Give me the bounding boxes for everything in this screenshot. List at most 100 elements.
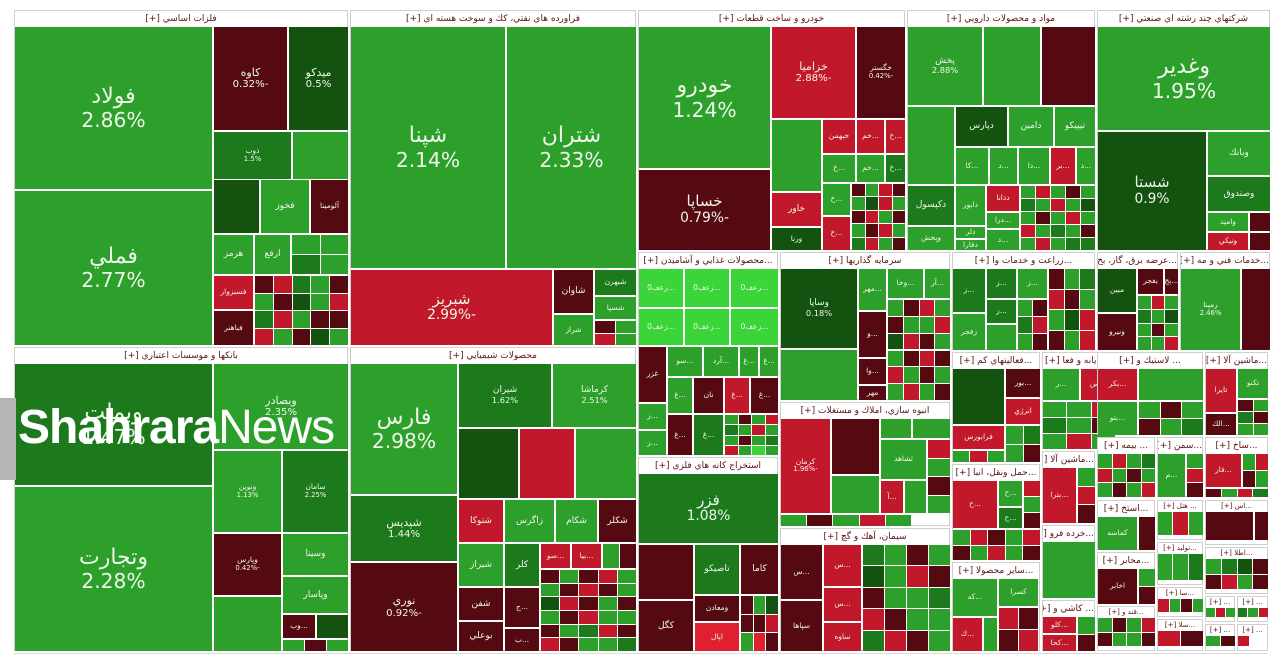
stock-tile[interactable] — [311, 276, 330, 293]
stock-tile[interactable] — [1173, 554, 1188, 580]
stock-tile[interactable] — [576, 429, 636, 498]
stock-tile[interactable] — [595, 321, 615, 333]
stock-tile[interactable]: ونيرو — [1098, 314, 1136, 350]
stock-tile[interactable] — [616, 333, 636, 345]
stock-tile[interactable] — [598, 611, 617, 624]
stock-tile[interactable] — [1018, 317, 1032, 333]
sector-header[interactable]: محصولات شيميايي [+] — [351, 348, 635, 364]
stock-tile[interactable] — [1005, 545, 1023, 560]
stock-tile[interactable] — [765, 435, 778, 445]
stock-tile[interactable]: ...بج — [1165, 269, 1178, 294]
stock-tile[interactable] — [273, 328, 292, 345]
stock-tile[interactable]: ...م — [1158, 454, 1185, 497]
stock-tile[interactable]: ونوين 1.13% — [214, 451, 281, 532]
stock-tile[interactable]: مبين — [1098, 269, 1136, 312]
stock-tile[interactable] — [273, 311, 292, 328]
stock-tile[interactable] — [885, 566, 906, 587]
stock-tile[interactable] — [919, 384, 935, 400]
stock-tile[interactable]: ...س — [781, 545, 822, 599]
stock-tile[interactable]: ...س — [824, 545, 861, 586]
stock-tile[interactable]: وپاسار — [283, 577, 348, 613]
stock-tile[interactable] — [1243, 471, 1255, 487]
stock-tile[interactable] — [598, 624, 617, 638]
stock-tile[interactable]: وغدير 1.95% — [1098, 27, 1270, 130]
stock-tile[interactable] — [988, 545, 1005, 560]
sector-header[interactable]: ... هتل [+] — [1158, 501, 1202, 512]
stock-tile[interactable] — [459, 429, 518, 498]
stock-tile[interactable] — [929, 587, 950, 609]
stock-tile[interactable] — [1051, 238, 1065, 250]
stock-tile[interactable] — [617, 638, 636, 651]
stock-tile[interactable] — [1112, 468, 1126, 483]
stock-tile[interactable]: ...غ — [760, 347, 778, 376]
stock-tile[interactable] — [560, 624, 579, 638]
stock-tile[interactable]: ...ز — [639, 404, 666, 429]
stock-tile[interactable] — [970, 451, 987, 462]
stock-tile[interactable] — [999, 608, 1018, 629]
stock-tile[interactable] — [908, 107, 954, 184]
stock-tile[interactable] — [560, 583, 579, 597]
stock-tile[interactable] — [1243, 454, 1255, 470]
stock-tile[interactable] — [255, 311, 273, 328]
stock-tile[interactable] — [832, 419, 879, 474]
stock-tile[interactable] — [863, 630, 884, 651]
stock-tile[interactable]: بفجر — [1138, 269, 1163, 294]
stock-tile[interactable] — [598, 638, 617, 651]
stock-tile[interactable] — [1216, 608, 1225, 617]
stock-tile[interactable] — [1187, 468, 1203, 483]
stock-tile[interactable] — [1255, 512, 1268, 540]
stock-tile[interactable]: كگل — [639, 601, 693, 651]
stock-tile[interactable] — [879, 237, 892, 250]
stock-tile[interactable] — [903, 300, 919, 316]
stock-tile[interactable]: تكنو — [1238, 369, 1268, 398]
stock-tile[interactable] — [1256, 454, 1268, 470]
stock-tile[interactable]: ...فار — [1206, 454, 1241, 487]
stock-tile[interactable] — [541, 624, 560, 638]
stock-tile[interactable] — [598, 570, 617, 583]
stock-tile[interactable]: ...ح — [953, 481, 997, 528]
stock-tile[interactable] — [1066, 199, 1080, 211]
stock-tile[interactable]: ...د — [990, 148, 1017, 184]
stock-tile[interactable] — [1158, 599, 1169, 612]
stock-tile[interactable] — [852, 237, 865, 250]
stock-tile[interactable] — [1127, 632, 1141, 646]
stock-tile[interactable] — [330, 328, 348, 345]
stock-tile[interactable] — [617, 611, 636, 624]
stock-tile[interactable] — [1188, 512, 1203, 535]
stock-tile[interactable] — [1033, 317, 1047, 333]
stock-tile[interactable]: ...ز — [953, 269, 985, 312]
stock-tile[interactable] — [919, 300, 935, 316]
stock-tile[interactable] — [885, 587, 906, 609]
stock-tile[interactable] — [781, 350, 857, 400]
stock-tile[interactable] — [541, 597, 560, 610]
stock-tile[interactable]: دكپسول — [908, 186, 954, 225]
stock-tile[interactable]: ثشاهد — [881, 440, 926, 479]
stock-tile[interactable] — [1049, 289, 1064, 309]
stock-tile[interactable]: ومعادن — [695, 596, 739, 621]
sector-header[interactable]: شركتهاي چند رشته اي صنعتي [+] — [1098, 11, 1269, 27]
stock-tile[interactable] — [1043, 542, 1095, 598]
stock-tile[interactable] — [863, 587, 884, 609]
stock-tile[interactable]: شراز — [554, 315, 593, 345]
stock-tile[interactable] — [1187, 483, 1203, 497]
stock-tile[interactable] — [935, 333, 950, 350]
stock-tile[interactable]: كرمان -1.96% — [781, 419, 830, 513]
sector-header[interactable]: ...عرضه برق، گاز، بخ [+] — [1098, 253, 1177, 269]
stock-tile[interactable]: شسپا — [595, 297, 636, 319]
stock-tile[interactable]: تيپيكو — [1055, 107, 1095, 146]
stock-tile[interactable] — [1127, 468, 1141, 483]
stock-tile[interactable] — [865, 210, 878, 224]
stock-tile[interactable] — [327, 640, 348, 651]
stock-tile[interactable] — [1158, 512, 1173, 535]
stock-tile[interactable] — [919, 316, 935, 333]
stock-tile[interactable] — [1006, 426, 1023, 444]
stock-tile[interactable] — [1021, 238, 1035, 250]
stock-tile[interactable] — [1139, 419, 1160, 435]
stock-tile[interactable]: شكلر — [599, 500, 636, 542]
stock-tile[interactable] — [852, 197, 865, 210]
stock-tile[interactable] — [320, 235, 348, 254]
stock-tile[interactable] — [987, 451, 1004, 462]
stock-tile[interactable] — [741, 614, 753, 633]
stock-tile[interactable] — [984, 27, 1040, 105]
stock-tile[interactable]: سپاها — [781, 601, 822, 651]
